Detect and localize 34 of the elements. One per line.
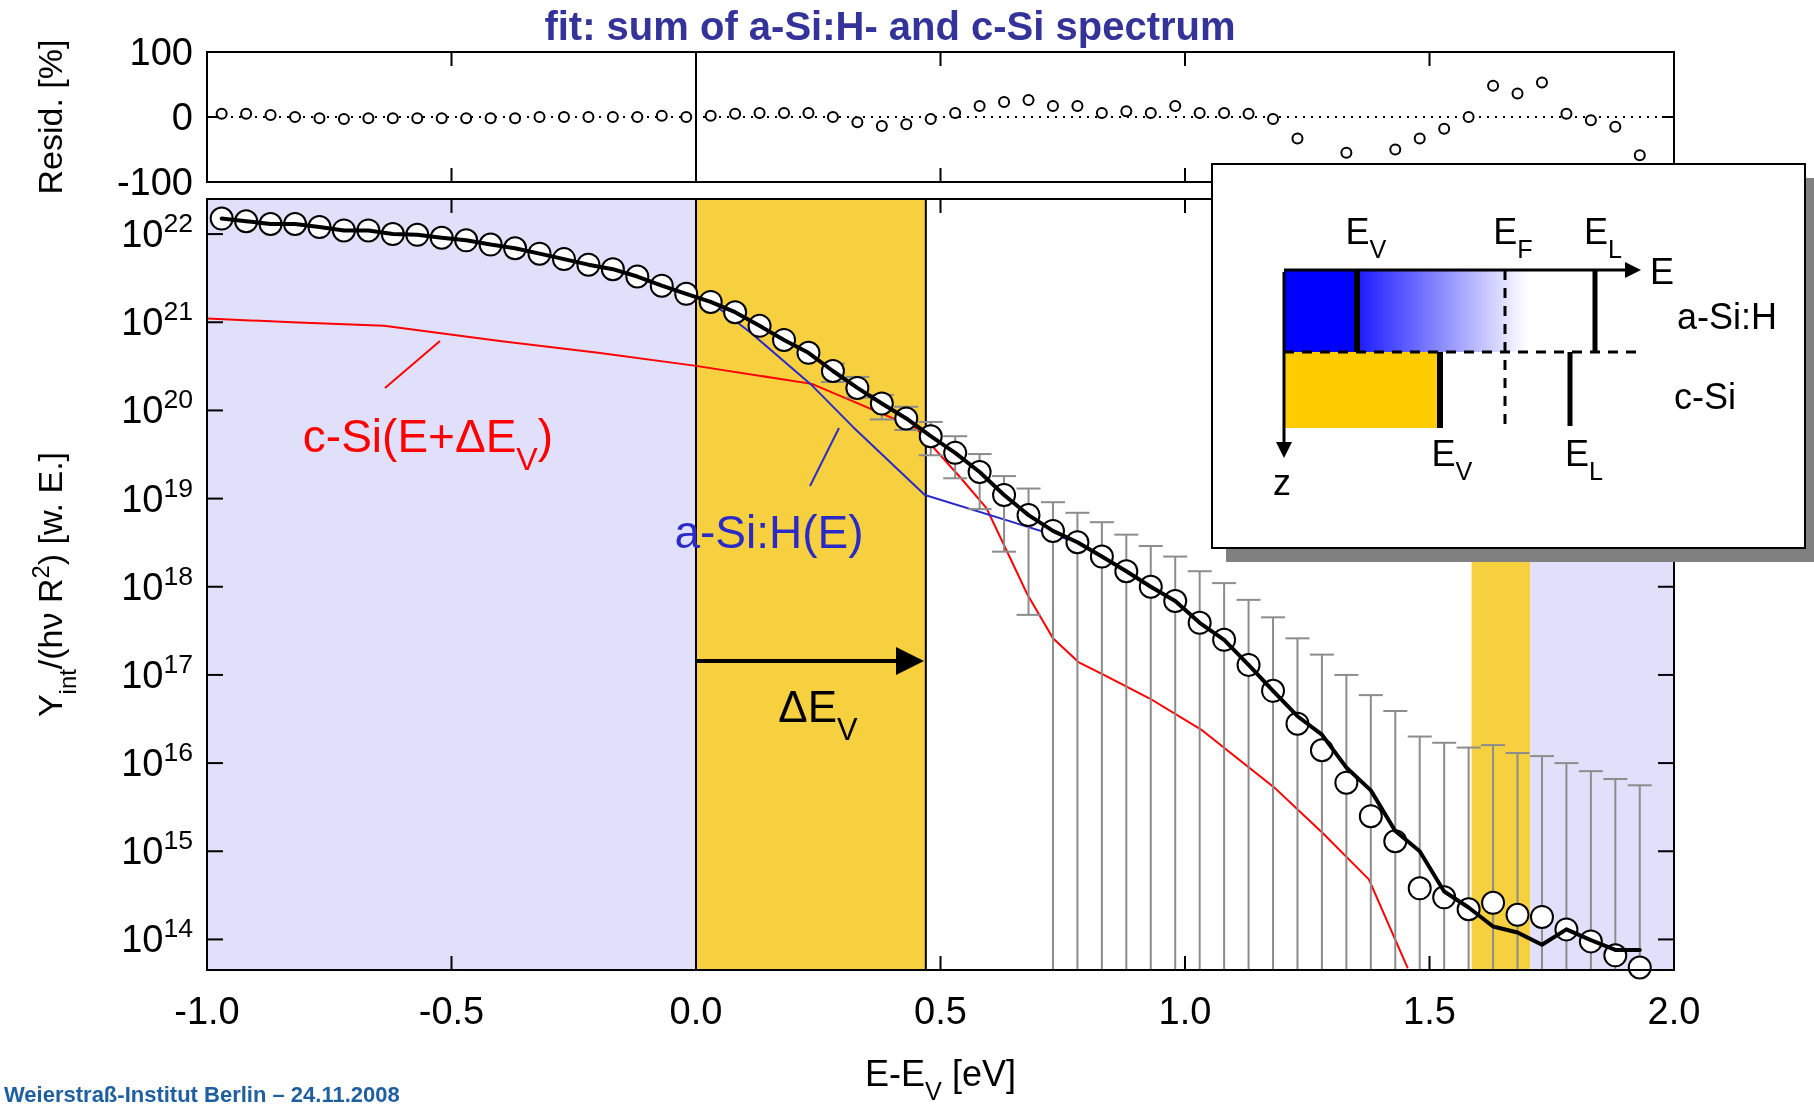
y-tick-label: 10$^{17}$ <box>121 648 193 696</box>
annotation: ΔE$_{V}$ <box>778 682 859 747</box>
annotation: E$_{V}$ <box>1431 433 1473 485</box>
chart-title: fit: sum of a-Si:H- and c-Si spectrum <box>544 4 1236 48</box>
x-tick-label: 0.5 <box>914 990 967 1032</box>
annotation: E$_{L}$ <box>1564 433 1604 485</box>
y-tick-label: 10$^{14}$ <box>121 913 194 961</box>
y-axis-title: Resid. [%] <box>31 39 69 195</box>
y-tick-label: 10$^{15}$ <box>121 825 193 873</box>
y-tick-label: 10$^{19}$ <box>121 472 193 520</box>
x-tick-label: -0.5 <box>418 990 485 1032</box>
y-tick-label: 10$^{20}$ <box>121 384 193 432</box>
annotation: E$_{V}$ <box>1345 211 1387 263</box>
annotation: z <box>1273 462 1291 503</box>
y-tick-label: 10$^{22}$ <box>121 208 193 256</box>
y-tick-label: 10$^{16}$ <box>121 737 193 785</box>
annotation: c-Si <box>1674 376 1736 417</box>
x-tick-label: 1.5 <box>1403 990 1456 1032</box>
annotation: E <box>1649 251 1675 292</box>
y-tick-label: 10$^{18}$ <box>121 560 193 608</box>
text: Weierstraß-Institut Berlin – 24.11.2008 <box>4 1082 400 1107</box>
y-tick-label: 10$^{21}$ <box>121 296 193 344</box>
annotation: E$_{F}$ <box>1493 211 1533 263</box>
x-tick-label: 1.0 <box>1158 990 1212 1032</box>
y-tick-label: 0 <box>171 96 193 138</box>
y-tick-label: -100 <box>116 161 193 203</box>
text: a-Si:H <box>1676 296 1778 337</box>
x-tick-label: -1.0 <box>174 990 240 1032</box>
x-axis-title: E-E$_{V}$ [eV] <box>865 1053 1016 1105</box>
annotation: E$_{L}$ <box>1583 211 1623 263</box>
x-tick-label: 2.0 <box>1647 990 1701 1032</box>
legend-label: c-Si(E+ΔE$_{V}$) <box>302 410 554 477</box>
y-tick-label: 100 <box>129 31 193 73</box>
x-tick-label: 0.0 <box>669 990 723 1032</box>
